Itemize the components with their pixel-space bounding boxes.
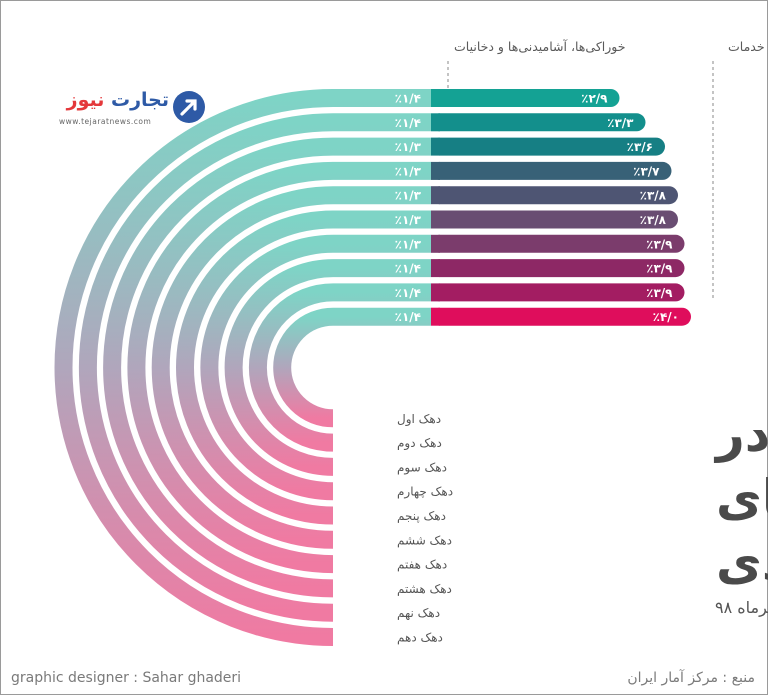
decile-arc-5	[151, 186, 431, 549]
food-label-8: ٪۱/۴	[395, 262, 421, 276]
nonfood-label-6: ٪۳/۸	[640, 213, 667, 227]
food-label-5: ٪۱/۳	[395, 189, 422, 203]
decile-arc-9	[248, 283, 431, 452]
food-label-3: ٪۱/۳	[395, 140, 422, 154]
decile-label-10: دهک دهم	[397, 631, 443, 645]
nonfood-label-1: ٪۲/۹	[581, 92, 608, 106]
nonfood-bar-8	[431, 259, 685, 278]
nonfood-bar-join-1	[431, 89, 440, 107]
decile-label-7: دهک هفتم	[397, 558, 447, 572]
decile-arc-10	[273, 307, 431, 428]
arc-layer	[54, 89, 431, 646]
nonfood-bar-2	[431, 113, 646, 132]
food-label-6: ٪۱/۳	[395, 213, 422, 227]
decile-arc-3	[103, 137, 431, 598]
nonfood-label-2: ٪۳/۳	[607, 116, 634, 130]
logo: تجارت نیوز www.tejaratnews.com	[57, 87, 207, 131]
food-label-9: ٪۱/۴	[395, 286, 421, 300]
text-layer: ٪۲/۹ ٪۱/۴ دهک اول ٪۳/۳ ٪۱/۴ دهک دوم ٪۳/۶ ٪۱/۳ ده…	[395, 92, 679, 645]
nonfood-label-5: ٪۳/۸	[640, 189, 667, 203]
decile-label-3: دهک سوم	[397, 460, 447, 475]
logo-text: تجارت نیوز	[67, 89, 169, 111]
nonfood-bar-9	[431, 283, 685, 302]
logo-arrow-icon	[173, 91, 205, 123]
title-line-2: دهــک‌های	[716, 469, 768, 527]
nonfood-bar-join-2	[431, 113, 440, 132]
nonfood-label-4: ٪۳/۷	[633, 164, 660, 178]
decile-label-4: دهک چهارم	[397, 485, 453, 500]
food-label-2: ٪۱/۴	[395, 116, 421, 130]
decile-arc-7	[200, 234, 431, 501]
nonfood-bar-join-7	[431, 234, 440, 253]
bar-layer	[431, 89, 691, 326]
subtitle: تیرماه ۹۸	[715, 598, 768, 618]
nonfood-bar-join-8	[431, 259, 440, 278]
nonfood-bar-join-3	[431, 137, 440, 156]
decile-label-5: دهک پنجم	[397, 509, 446, 523]
nonfood-bar-5	[431, 186, 678, 205]
decile-label-6: دهک ششم	[397, 533, 452, 547]
food-label-1: ٪۱/۴	[395, 92, 421, 106]
nonfood-label-9: ٪۳/۹	[646, 286, 673, 300]
nonfood-bar-join-9	[431, 283, 440, 302]
decile-label-2: دهک دوم	[397, 436, 442, 451]
food-label-10: ٪۱/۴	[395, 310, 421, 324]
nonfood-bar-join-5	[431, 186, 440, 205]
nonfood-bar-10	[431, 307, 691, 326]
nonfood-label-3: ٪۳/۶	[627, 140, 653, 154]
nonfood-label-7: ٪۳/۹	[646, 237, 673, 251]
nonfood-bar-join-10	[431, 307, 440, 326]
nonfood-label-8: ٪۳/۹	[646, 262, 673, 276]
decile-label-9: دهک نهم	[397, 606, 440, 620]
nonfood-bar-join-6	[431, 210, 440, 229]
decile-arc-2	[78, 113, 431, 622]
decile-arc-8	[224, 259, 431, 476]
legend-nonfood: کالاهای غیرخوراکی و خدمات	[728, 39, 768, 55]
footer-designer: graphic designer : Sahar ghaderi	[11, 670, 242, 686]
decile-label-8: دهک هشتم	[397, 582, 452, 596]
nonfood-bar-6	[431, 210, 678, 229]
logo-name-part2: نیوز	[66, 89, 105, 111]
decile-label-1: دهک اول	[397, 412, 441, 427]
nonfood-label-10: ٪۴/۰	[653, 310, 679, 324]
logo-name-part1: تجارت	[111, 89, 169, 111]
nonfood-bar-3	[431, 137, 665, 156]
decile-arc-6	[176, 210, 431, 525]
nonfood-bar-4	[431, 161, 672, 180]
nonfood-bar-7	[431, 234, 685, 253]
food-label-4: ٪۱/۳	[395, 164, 422, 178]
logo-url: www.tejaratnews.com	[59, 117, 152, 126]
nonfood-bar-join-4	[431, 161, 440, 180]
footer-source: منبع : مرکز آمار ایران	[627, 670, 755, 686]
decile-arc-1	[54, 89, 431, 646]
title-line-1: تـــورم در	[713, 405, 768, 464]
title-line-3: درآمـــدی	[716, 531, 768, 591]
nonfood-bar-1	[431, 89, 620, 107]
food-label-7: ٪۱/۳	[395, 237, 422, 251]
decile-arc-4	[127, 161, 431, 574]
legend-food: خوراکی‌ها، آشامیدنی‌ها و دخانیات	[454, 39, 625, 55]
